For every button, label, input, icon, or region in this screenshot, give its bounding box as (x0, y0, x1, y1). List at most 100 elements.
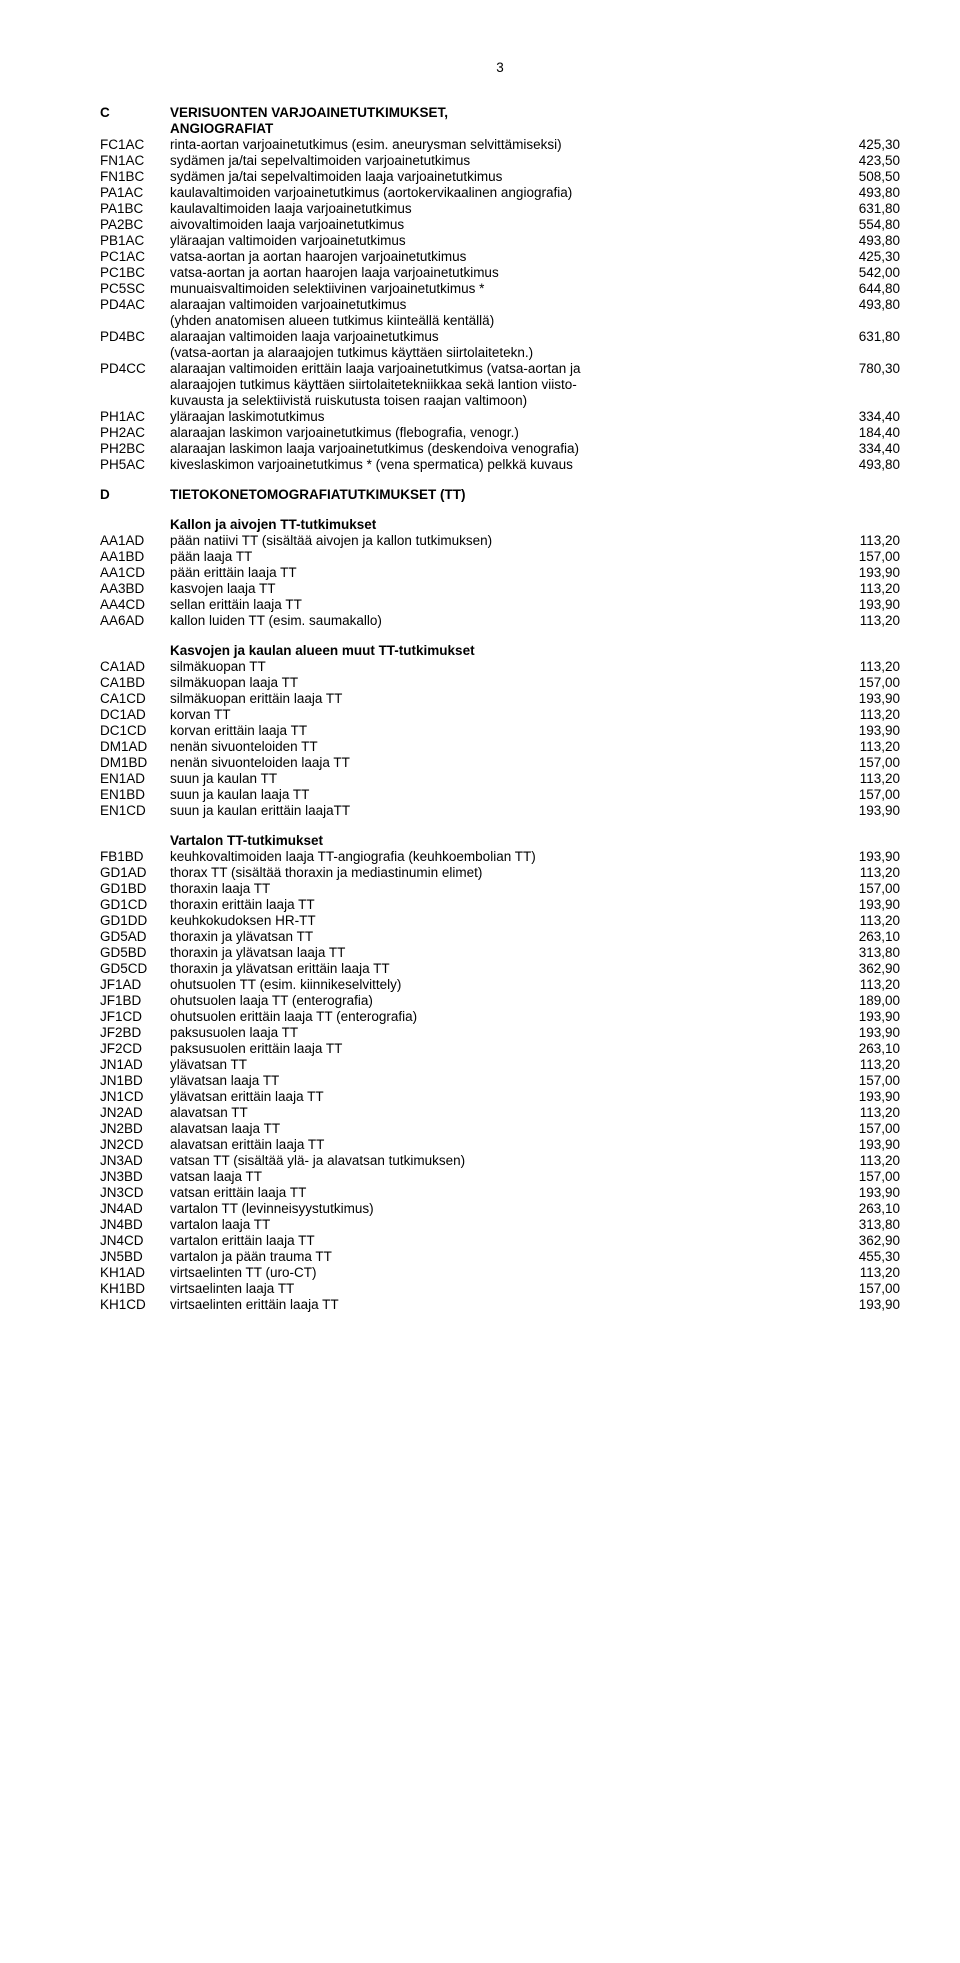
table-row: GD5ADthoraxin ja ylävatsan TT263,10 (100, 929, 900, 944)
row-desc: suun ja kaulan laaja TT (170, 787, 840, 802)
row-desc: alavatsan laaja TT (170, 1121, 840, 1136)
row-code: JN1CD (100, 1089, 170, 1104)
row-desc: ohutsuolen laaja TT (enterografia) (170, 993, 840, 1008)
table-row: KH1BDvirtsaelinten laaja TT157,00 (100, 1281, 900, 1296)
row-value: 554,80 (840, 217, 900, 232)
row-desc: thoraxin laaja TT (170, 881, 840, 896)
section-code (100, 121, 170, 136)
row-desc: thoraxin ja ylävatsan TT (170, 929, 840, 944)
row-code: JF1BD (100, 993, 170, 1008)
row-desc: korvan TT (170, 707, 840, 722)
row-value: 493,80 (840, 297, 900, 312)
table-row: JF1CDohutsuolen erittäin laaja TT (enter… (100, 1009, 900, 1024)
row-code: PD4AC (100, 297, 170, 312)
row-desc: (yhden anatomisen alueen tutkimus kiinte… (170, 313, 840, 328)
table-row: EN1BDsuun ja kaulan laaja TT157,00 (100, 787, 900, 802)
row-code: GD1CD (100, 897, 170, 912)
table-row: JN3ADvatsan TT (sisältää ylä- ja alavats… (100, 1153, 900, 1168)
row-value: 157,00 (840, 1073, 900, 1088)
section-code: C (100, 105, 170, 120)
table-row: AA1CDpään erittäin laaja TT193,90 (100, 565, 900, 580)
row-value: 157,00 (840, 1281, 900, 1296)
row-code: JN4BD (100, 1217, 170, 1232)
row-code: JN4AD (100, 1201, 170, 1216)
row-code: JN3CD (100, 1185, 170, 1200)
row-desc: pään laaja TT (170, 549, 840, 564)
row-code: DM1AD (100, 739, 170, 754)
row-desc: Kasvojen ja kaulan alueen muut TT-tutkim… (170, 643, 840, 658)
table-row: alaraajojen tutkimus käyttäen siirtolait… (100, 377, 900, 392)
row-desc: silmäkuopan laaja TT (170, 675, 840, 690)
table-row: JN4ADvartalon TT (levinneisyystutkimus)2… (100, 1201, 900, 1216)
table-row: PB1ACyläraajan valtimoiden varjoainetutk… (100, 233, 900, 248)
row-desc: sydämen ja/tai sepelvaltimoiden laaja va… (170, 169, 840, 184)
row-code: PC5SC (100, 281, 170, 296)
row-desc: sydämen ja/tai sepelvaltimoiden varjoain… (170, 153, 840, 168)
row-code: GD5BD (100, 945, 170, 960)
row-code: FC1AC (100, 137, 170, 152)
row-value: 263,10 (840, 929, 900, 944)
row-value: 193,90 (840, 803, 900, 818)
row-code: AA1BD (100, 549, 170, 564)
row-desc: vatsan laaja TT (170, 1169, 840, 1184)
row-value: 631,80 (840, 201, 900, 216)
table-row: JN1CDylävatsan erittäin laaja TT193,90 (100, 1089, 900, 1104)
row-code: PD4BC (100, 329, 170, 344)
row-value: 263,10 (840, 1201, 900, 1216)
row-code: JN5BD (100, 1249, 170, 1264)
row-value: 193,90 (840, 597, 900, 612)
row-code: PH5AC (100, 457, 170, 472)
row-code: FN1BC (100, 169, 170, 184)
row-value: 157,00 (840, 1121, 900, 1136)
row-value: 157,00 (840, 755, 900, 770)
table-row: JF2BDpaksusuolen laaja TT193,90 (100, 1025, 900, 1040)
row-code: JF2BD (100, 1025, 170, 1040)
table-row: CA1CDsilmäkuopan erittäin laaja TT193,90 (100, 691, 900, 706)
row-desc: kaulavaltimoiden laaja varjoainetutkimus (170, 201, 840, 216)
row-desc: ylävatsan TT (170, 1057, 840, 1072)
row-code: PD4CC (100, 361, 170, 376)
row-desc: kuvausta ja selektiivistä ruiskutusta to… (170, 393, 840, 408)
row-code: CA1BD (100, 675, 170, 690)
row-code (100, 377, 170, 392)
row-code (100, 313, 170, 328)
section-code: D (100, 487, 170, 502)
row-desc: kaulavaltimoiden varjoainetutkimus (aort… (170, 185, 840, 200)
table-row: KH1ADvirtsaelinten TT (uro-CT)113,20 (100, 1265, 900, 1280)
row-desc: vartalon laaja TT (170, 1217, 840, 1232)
row-value: 493,80 (840, 185, 900, 200)
row-value: 113,20 (840, 581, 900, 596)
row-value: 425,30 (840, 137, 900, 152)
row-code: EN1BD (100, 787, 170, 802)
row-desc: virtsaelinten TT (uro-CT) (170, 1265, 840, 1280)
row-desc: yläraajan laskimotutkimus (170, 409, 840, 424)
table-row: AA4CDsellan erittäin laaja TT193,90 (100, 597, 900, 612)
row-desc: ohutsuolen erittäin laaja TT (enterograf… (170, 1009, 840, 1024)
table-row: AA1BDpään laaja TT157,00 (100, 549, 900, 564)
row-code: JN4CD (100, 1233, 170, 1248)
row-value: 113,20 (840, 913, 900, 928)
row-code: KH1CD (100, 1297, 170, 1312)
table-row: (vatsa-aortan ja alaraajojen tutkimus kä… (100, 345, 900, 360)
table-row: PH5ACkiveslaskimon varjoainetutkimus * (… (100, 457, 900, 472)
row-desc: kasvojen laaja TT (170, 581, 840, 596)
row-value: 157,00 (840, 675, 900, 690)
row-desc: alavatsan erittäin laaja TT (170, 1137, 840, 1152)
row-code: PA1AC (100, 185, 170, 200)
row-code: EN1CD (100, 803, 170, 818)
row-desc: yläraajan valtimoiden varjoainetutkimus (170, 233, 840, 248)
row-value (840, 517, 900, 532)
row-value: 193,90 (840, 723, 900, 738)
row-desc: suun ja kaulan erittäin laajaTT (170, 803, 840, 818)
table-row: PA1BCkaulavaltimoiden laaja varjoainetut… (100, 201, 900, 216)
row-value: 193,90 (840, 1137, 900, 1152)
row-code: JN2BD (100, 1121, 170, 1136)
row-value: 193,90 (840, 1025, 900, 1040)
row-code: AA6AD (100, 613, 170, 628)
row-value: 157,00 (840, 787, 900, 802)
row-code: JF2CD (100, 1041, 170, 1056)
table-row: JF2CDpaksusuolen erittäin laaja TT263,10 (100, 1041, 900, 1056)
row-code: GD1AD (100, 865, 170, 880)
row-value: 113,20 (840, 771, 900, 786)
row-code (100, 517, 170, 532)
